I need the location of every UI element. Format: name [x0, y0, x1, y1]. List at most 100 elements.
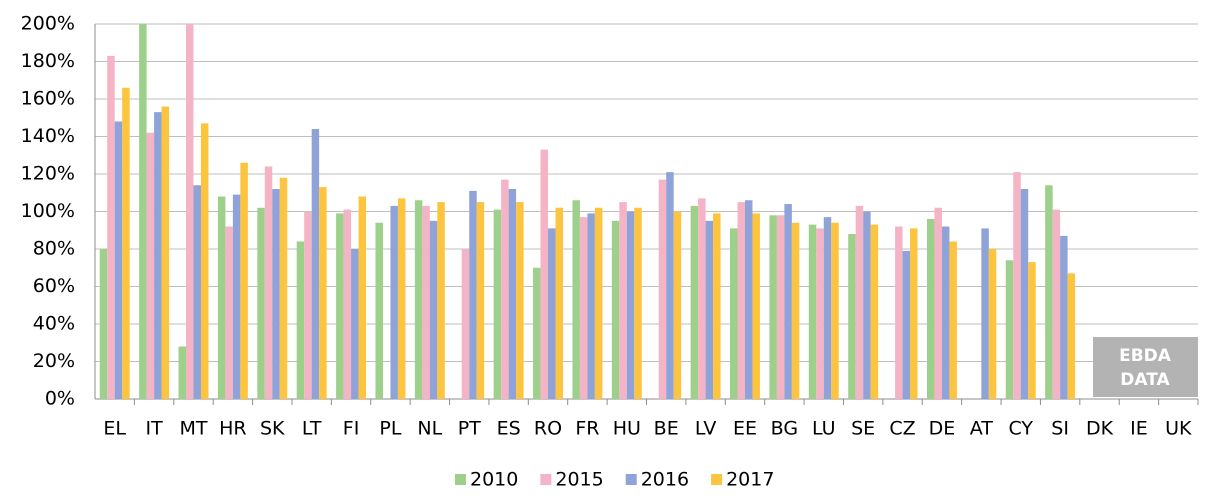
x-tick-label: FI [343, 418, 360, 440]
bar [461, 249, 470, 399]
bar [902, 250, 911, 399]
y-tick-label: 20% [33, 350, 75, 372]
bar [823, 217, 832, 399]
x-tick-label: SE [851, 418, 875, 440]
bar [493, 209, 502, 399]
x-tick-label: SI [1051, 418, 1069, 440]
x-tick-label: LU [812, 418, 836, 440]
bar [185, 24, 194, 399]
bar [304, 211, 312, 399]
bar [336, 213, 344, 399]
bar [1005, 260, 1014, 399]
bar [1067, 273, 1076, 399]
bar [397, 198, 406, 399]
bar [658, 179, 667, 399]
bar [501, 179, 509, 399]
bar [934, 207, 942, 399]
annotation-box [1093, 337, 1198, 397]
bar [469, 190, 477, 399]
bar [1020, 189, 1029, 399]
legend-label: 2015 [555, 469, 603, 491]
bar [390, 205, 398, 399]
bar [99, 249, 108, 399]
bar [587, 213, 595, 399]
legend: 2010 2015 2016 2017 [455, 469, 774, 491]
annotation-text: EBDA [1119, 346, 1172, 366]
bar [422, 205, 430, 399]
bar [769, 215, 777, 399]
x-tick-label: PL [379, 418, 401, 440]
x-tick-label: SK [260, 418, 285, 440]
bar [311, 129, 320, 399]
x-tick-label: LT [302, 418, 322, 440]
x-tick-label: BE [654, 418, 679, 440]
bar [594, 207, 603, 399]
y-tick-label: 80% [33, 238, 75, 260]
bar [816, 228, 824, 399]
bar [358, 196, 367, 399]
x-tick-label: DE [929, 418, 956, 440]
x-tick-label: EE [733, 418, 757, 440]
y-tick-label: 180% [21, 50, 75, 72]
x-tick-label: FR [575, 418, 599, 440]
y-tick-label: 0% [45, 388, 75, 410]
bar [122, 87, 130, 399]
y-tick-label: 60% [33, 275, 75, 297]
bar [910, 228, 918, 399]
bar [437, 202, 445, 399]
bar [1045, 185, 1053, 399]
bar [737, 202, 745, 399]
bar [555, 207, 563, 399]
bar [863, 211, 871, 399]
bar [926, 219, 935, 399]
bar [744, 200, 753, 399]
bar [752, 213, 760, 399]
y-tick-label: 140% [21, 125, 75, 147]
bar [257, 207, 265, 399]
bar [870, 224, 879, 399]
x-tick-label: IT [145, 418, 163, 440]
bar [895, 226, 903, 399]
bar [217, 196, 226, 399]
x-tick-label: DK [1086, 418, 1114, 440]
bar [508, 189, 517, 399]
bar [941, 226, 950, 399]
legend-swatch [540, 474, 552, 485]
legend-label: 2017 [726, 469, 774, 491]
y-tick-label: 200% [21, 13, 75, 35]
bar [673, 211, 682, 399]
x-tick-label: IE [1130, 418, 1148, 440]
bar [611, 220, 620, 399]
bar [808, 224, 817, 399]
bar [279, 177, 288, 399]
x-tick-label: AT [970, 418, 994, 440]
x-tick-label: CY [1008, 418, 1033, 440]
bar [154, 112, 162, 399]
bar [240, 162, 248, 399]
bar [516, 202, 524, 399]
bar [988, 249, 997, 399]
bar [776, 215, 785, 399]
x-tick-label: NL [417, 418, 442, 440]
annotation-text: DATA [1120, 370, 1170, 390]
bar [831, 222, 839, 399]
bar [713, 213, 721, 399]
bar [264, 166, 273, 399]
bar [705, 220, 714, 399]
legend-swatch [625, 474, 637, 485]
bar [193, 185, 201, 399]
bar [626, 211, 635, 399]
bar [791, 222, 800, 399]
y-tick-label: 100% [21, 200, 75, 222]
x-tick-label: HU [613, 418, 641, 440]
bar [533, 267, 541, 399]
bar [1052, 209, 1061, 399]
x-tick-label: BG [771, 418, 798, 440]
bar [666, 172, 674, 399]
y-tick-label: 40% [33, 313, 75, 335]
bar [698, 198, 706, 399]
bar [375, 222, 383, 399]
x-tick-label: PT [458, 418, 481, 440]
x-tick-label: LV [695, 418, 717, 440]
